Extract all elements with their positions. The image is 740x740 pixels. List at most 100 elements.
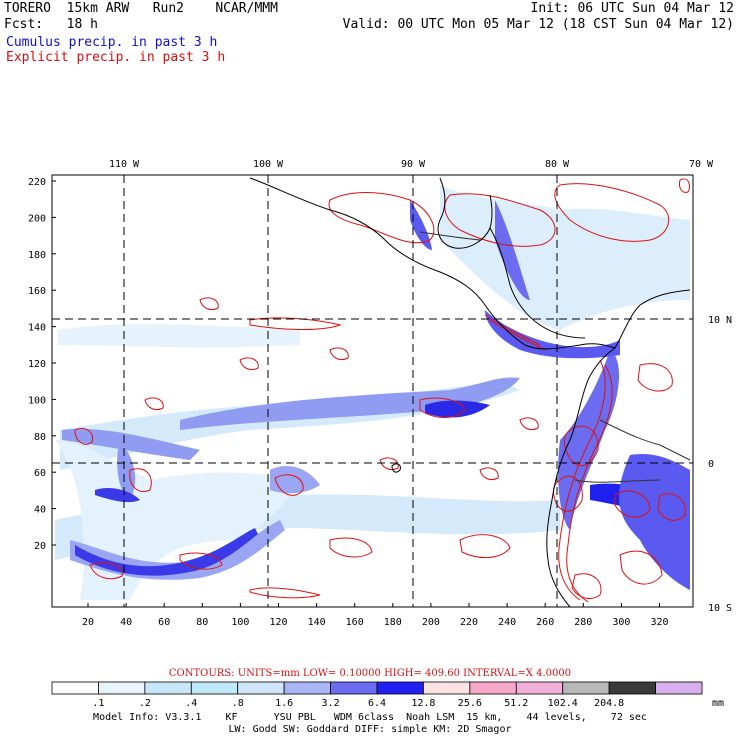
- south-america-north-coast: [614, 289, 691, 349]
- x-tick-label: 200: [422, 617, 440, 628]
- color-bar-label: 25.6: [458, 698, 482, 709]
- top-longitude-labels: 110 W 100 W 90 W 80 W 70 W: [109, 159, 714, 170]
- x-axis-ticks: [87, 603, 660, 607]
- y-tick-label: 120: [28, 359, 46, 370]
- x-tick-label: 280: [574, 617, 592, 628]
- color-bar-bin: [469, 681, 517, 695]
- lat-label-0: 0: [708, 459, 714, 470]
- lon-label-110w: 110 W: [109, 159, 140, 170]
- y-tick-label: 200: [28, 213, 46, 224]
- precip-fields: [55, 178, 691, 603]
- light-area-north: [58, 324, 300, 348]
- explicit-legend-label: Explicit precip. in past 3 h: [6, 50, 226, 65]
- x-tick-label: 100: [231, 617, 249, 628]
- x-tick-label: 20: [82, 617, 94, 628]
- contour-info: CONTOURS: UNITS=mm LOW= 0.10000 HIGH= 40…: [168, 668, 572, 679]
- colombia-border: [599, 419, 691, 461]
- band-dark-central-america: [485, 310, 620, 359]
- color-bar-bin: [562, 681, 610, 695]
- x-tick-label: 80: [196, 617, 208, 628]
- band-dark-caribbean: [495, 200, 530, 300]
- band-dark-center: [425, 400, 490, 418]
- peru-border: [574, 479, 661, 483]
- lat-label-10s: 10 S: [708, 603, 732, 614]
- cumulus-legend-label: Cumulus precip. in past 3 h: [6, 35, 218, 50]
- color-bar-bin: [330, 681, 378, 695]
- color-bar: .1.2.4.8 1.6 3.2 6.4 12.8 25.6 51.2 102.4 204.8 …: [51, 681, 724, 709]
- band-mid-west: [62, 428, 200, 460]
- band-dark-south: [75, 528, 258, 576]
- color-bar-bin: [98, 681, 146, 695]
- band-dark-ne: [619, 453, 690, 590]
- color-bar-bin: [515, 681, 564, 695]
- graticule: [52, 175, 693, 607]
- color-bar-bin: [51, 681, 99, 695]
- y-axis-ticks: [52, 180, 56, 546]
- header-valid-time: Valid: 00 UTC Mon 05 Mar 12 (18 CST Sun …: [342, 17, 734, 32]
- x-tick-label: 240: [498, 617, 516, 628]
- color-bar-label: 12.8: [411, 698, 435, 709]
- lon-label-100w: 100 W: [253, 159, 284, 170]
- bottom-grid-labels: 20 40 60 80 100 120 140 160 180 200 220 240 260 280 30…: [82, 617, 669, 628]
- left-grid-labels: 220 200 180 160 140 120 100 80 60 40 20: [28, 177, 46, 552]
- color-bar-label: 3.2: [322, 698, 340, 709]
- x-tick-label: 180: [384, 617, 402, 628]
- band-dark-west: [95, 488, 140, 503]
- band-mid-north: [180, 377, 520, 430]
- lon-label-90w: 90 W: [401, 159, 426, 170]
- y-tick-label: 100: [28, 395, 46, 406]
- color-bar-label: 6.4: [368, 698, 386, 709]
- y-tick-label: 180: [28, 250, 46, 261]
- color-bar-bin: [190, 681, 239, 695]
- color-bar-bin: [376, 681, 424, 695]
- mexico-coast: [249, 177, 616, 350]
- coastlines: [249, 177, 691, 608]
- color-bar-label: .4: [185, 698, 197, 709]
- color-bar-bin: [608, 681, 656, 695]
- x-tick-label: 140: [308, 617, 326, 628]
- x-tick-label: 300: [612, 617, 630, 628]
- color-bar-label: .1: [92, 698, 104, 709]
- map-frame: [51, 174, 694, 608]
- y-tick-label: 40: [34, 505, 46, 516]
- y-tick-label: 220: [28, 177, 46, 188]
- x-tick-label: 220: [460, 617, 478, 628]
- color-bar-bin: [423, 681, 471, 695]
- color-bar-bin: [237, 681, 285, 695]
- x-tick-label: 60: [158, 617, 170, 628]
- y-tick-label: 20: [34, 541, 46, 552]
- lat-label-10n: 10 N: [708, 315, 732, 326]
- header-init-time: Init: 06 UTC Sun 04 Mar 12: [530, 1, 735, 16]
- band-mid-loop: [117, 440, 136, 500]
- band-dark-mexico: [410, 200, 432, 250]
- x-tick-label: 120: [269, 617, 287, 628]
- color-bar-bin: [144, 681, 192, 695]
- color-bar-unit: mm: [712, 698, 724, 709]
- color-bar-label: 1.6: [275, 698, 293, 709]
- south-america-west-coast: [546, 347, 616, 608]
- light-area-land-north: [440, 185, 690, 330]
- mexico-yucatan-border: [419, 231, 481, 241]
- band-dark-mountains: [558, 350, 620, 530]
- model-info-line2: LW: Godd SW: Goddard DIFF: simple KM: 2D…: [228, 724, 512, 735]
- x-tick-label: 160: [346, 617, 364, 628]
- x-tick-label: 40: [120, 617, 132, 628]
- color-bar-label: 204.8: [594, 698, 624, 709]
- color-bar-bin: [283, 681, 331, 695]
- central-america-caribbean: [489, 227, 586, 339]
- color-bar-label: .2: [139, 698, 151, 709]
- x-tick-label: 320: [650, 617, 668, 628]
- color-bar-bin: [655, 681, 703, 695]
- lon-label-80w: 80 W: [545, 159, 570, 170]
- model-info-line1: Model Info: V3.3.1 KF YSU PBL WDM 6class…: [93, 712, 647, 723]
- color-bar-label: 102.4: [548, 698, 578, 709]
- lon-label-70w: 70 W: [689, 159, 714, 170]
- header-forecast-hour: Fcst: 18 h: [4, 17, 98, 32]
- y-tick-label: 140: [28, 323, 46, 334]
- band-mid-tail: [270, 465, 320, 494]
- gulf-coast: [437, 177, 493, 249]
- y-tick-label: 160: [28, 286, 46, 297]
- galapagos: [391, 463, 401, 473]
- right-latitude-labels: 10 N 0 10 S: [708, 315, 732, 614]
